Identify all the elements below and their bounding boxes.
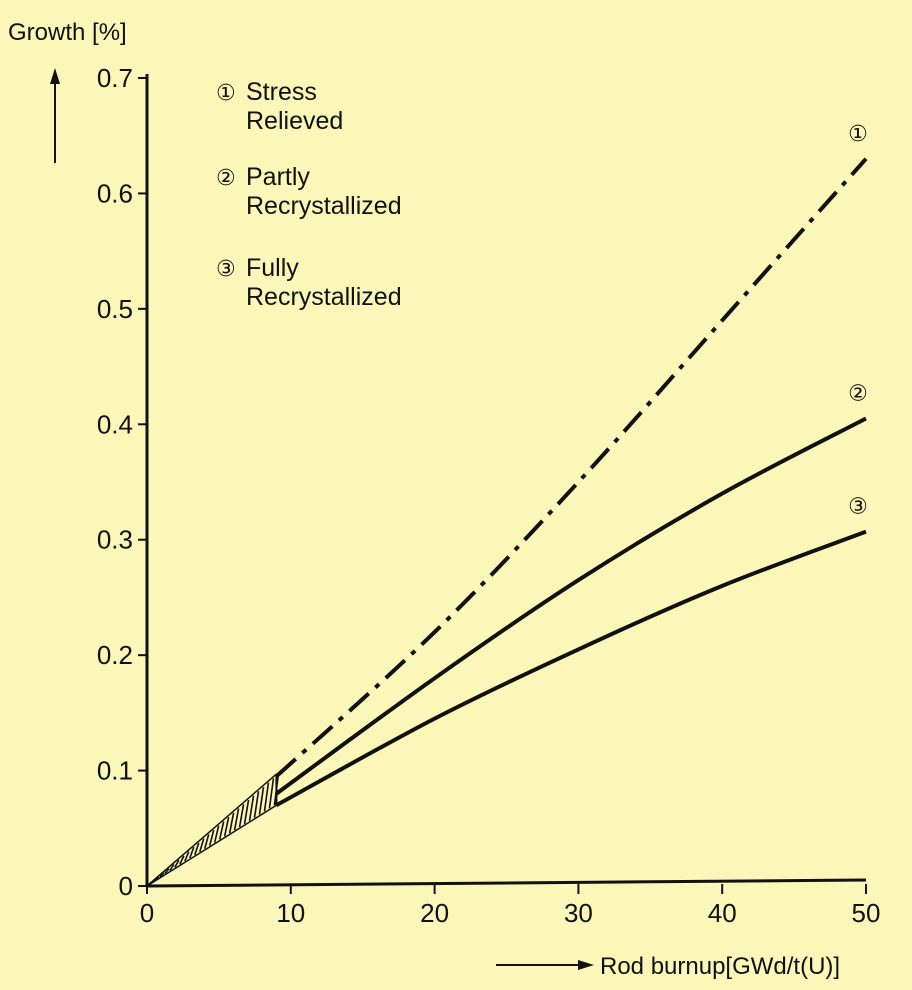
band-hatch	[203, 834, 210, 849]
x-tick-label: 50	[852, 898, 881, 928]
band-hatch	[253, 791, 260, 818]
band-hatch	[223, 816, 230, 837]
y-tick-label: 0.1	[97, 756, 133, 786]
legend-marker: ①	[216, 81, 236, 106]
band-hatch	[258, 786, 265, 815]
x-tick-label: 0	[140, 898, 154, 928]
y-axis-title: Growth [%]	[8, 19, 127, 46]
band-hatch	[159, 872, 165, 878]
band-hatch	[263, 782, 270, 812]
x-ticks: 0 10 20 30 40 50	[140, 884, 881, 928]
band-hatch	[248, 795, 255, 821]
band-hatch	[184, 851, 190, 862]
series-end-marker: ①	[848, 122, 868, 147]
legend-label: Recrystallized	[246, 192, 402, 220]
x-axis-line	[146, 878, 867, 888]
y-tick-label: 0.6	[97, 178, 133, 208]
x-axis-title: Rod burnup[GWd/t(U)]	[600, 953, 840, 980]
y-tick-label: 0.4	[97, 409, 133, 439]
series-line-3	[275, 529, 867, 807]
band-hatch	[233, 808, 240, 831]
x-tick-label: 40	[708, 898, 737, 928]
y-axis-arrow-head	[50, 68, 60, 84]
y-tick-label: 0.7	[97, 63, 133, 93]
legend-marker: ③	[216, 257, 236, 282]
series-end-markers: ① ② ③	[848, 122, 868, 520]
band-hatch	[164, 868, 170, 875]
band-hatch	[268, 778, 275, 809]
low-burnup-band	[146, 773, 280, 887]
band-hatch	[169, 864, 175, 871]
series-end-marker: ②	[848, 382, 868, 407]
band-upper-edge	[146, 773, 277, 887]
band-hatch	[174, 859, 180, 868]
band-hatch	[218, 821, 225, 840]
y-ticks: 0 0.1 0.2 0.3 0.4 0.5 0.6 0.7	[97, 63, 147, 901]
legend-label: Fully	[246, 254, 299, 282]
y-tick-label: 0	[119, 871, 133, 901]
x-tick-label: 20	[420, 898, 449, 928]
band-hatch	[243, 799, 250, 824]
legend-marker: ②	[216, 166, 236, 191]
band-hatch	[179, 855, 185, 865]
x-tick-label: 10	[276, 898, 305, 928]
series-end-marker: ③	[848, 495, 868, 520]
legend-label: Recrystallized	[246, 283, 402, 311]
series-line-2	[275, 416, 867, 796]
x-tick-label: 30	[564, 898, 593, 928]
band-hatch	[228, 812, 235, 834]
band-hatch	[194, 842, 200, 856]
band-lower-edge	[146, 804, 277, 887]
y-tick-label: 0.2	[97, 640, 133, 670]
series-lines	[275, 157, 868, 807]
band-hatch	[198, 838, 205, 853]
x-axis-arrow-head	[578, 960, 594, 970]
band-hatch	[213, 825, 220, 843]
series-line-1	[275, 157, 868, 778]
legend-label: Stress	[246, 78, 317, 106]
y-tick-label: 0.3	[97, 525, 133, 555]
band-hatch	[208, 829, 215, 846]
legend-label: Relieved	[246, 107, 343, 135]
band-hatch	[238, 804, 245, 828]
legend-label: Partly	[246, 163, 310, 191]
y-tick-label: 0.5	[97, 294, 133, 324]
band-hatch	[189, 846, 195, 859]
